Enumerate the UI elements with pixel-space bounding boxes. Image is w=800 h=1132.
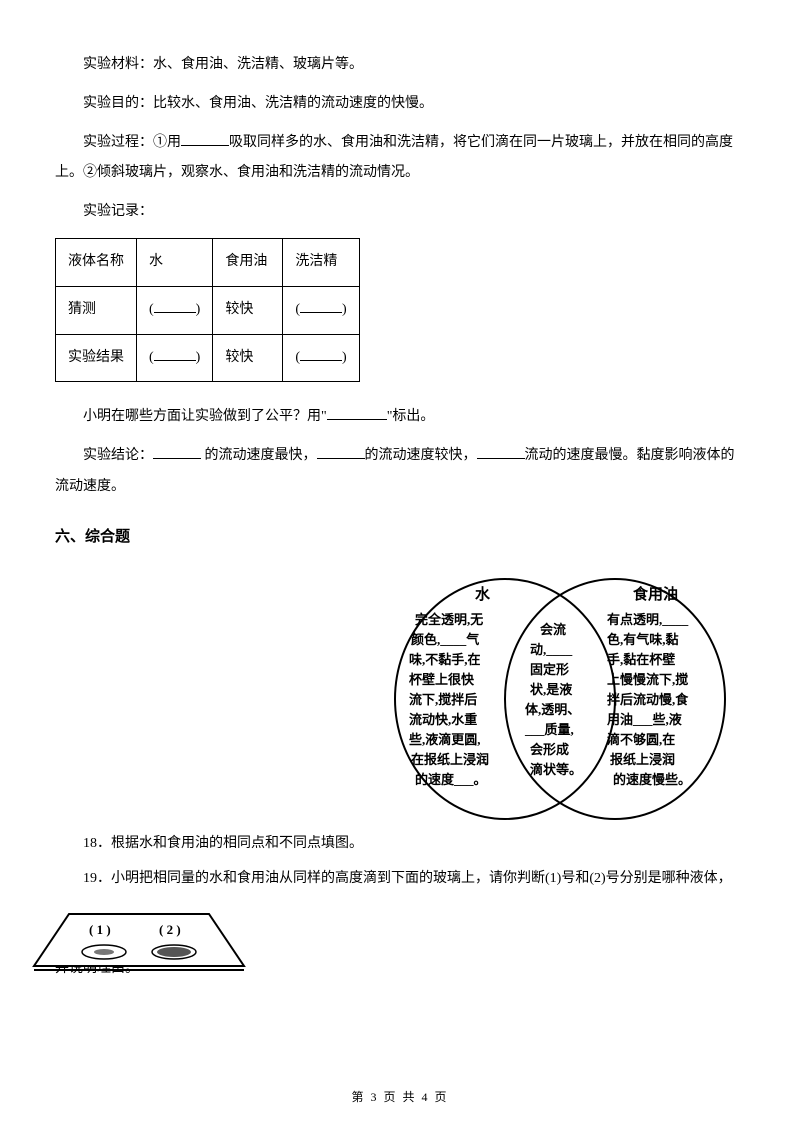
- svg-text:完全透明,无: 完全透明,无: [415, 612, 483, 627]
- svg-text:体,透明、: 体,透明、: [525, 702, 580, 717]
- section-6-title: 六、综合题: [55, 521, 745, 554]
- svg-text:动,____: 动,____: [530, 642, 573, 657]
- venn-container: 水 食用油 完全透明,无 颜色,____气 味,不黏手,在 杯壁上很快 流下,搅…: [55, 564, 745, 824]
- svg-text:色,有气味,黏: 色,有气味,黏: [607, 632, 679, 647]
- process-blank[interactable]: [181, 130, 229, 146]
- table-row: 猜测 () 较快 (): [56, 286, 360, 334]
- paren-close: ): [342, 302, 347, 317]
- svg-text:用油___些,液: 用油___些,液: [606, 712, 682, 727]
- svg-text:流下,搅拌后: 流下,搅拌后: [409, 692, 477, 707]
- table-header-row: 液体名称 水 食用油 洗洁精: [56, 238, 360, 286]
- cell-blank[interactable]: [154, 299, 196, 313]
- record-label: 实验记录：: [55, 197, 745, 228]
- fair-blank[interactable]: [327, 404, 387, 420]
- concl-prefix: 实验结论：: [83, 448, 153, 463]
- svg-text:固定形: 固定形: [530, 662, 569, 677]
- svg-text:滴状等。: 滴状等。: [530, 762, 582, 777]
- svg-text:颜色,____气: 颜色,____气: [411, 632, 479, 647]
- concl-p1: 的流动速度最快，: [201, 448, 317, 463]
- th-liquid: 液体名称: [56, 238, 137, 286]
- svg-text:会流: 会流: [540, 622, 566, 637]
- trap-n1: ( 1 ): [89, 922, 111, 937]
- fair-suffix: "标出。: [387, 409, 435, 424]
- trap-n2: ( 2 ): [159, 922, 181, 937]
- conclusion-text: 实验结论： 的流动速度最快，的流动速度较快，流动的速度最慢。黏度影响液体的流动速…: [55, 441, 745, 503]
- row-label: 猜测: [56, 286, 137, 334]
- svg-text:拌后流动慢,食: 拌后流动慢,食: [607, 692, 689, 707]
- venn-left-title: 水: [475, 585, 491, 603]
- trapezoid-figure: 并说明理由。 ( 1 ) ( 2 ): [55, 904, 745, 984]
- cell-blank[interactable]: [300, 299, 342, 313]
- cell-guess-det: (): [283, 286, 359, 334]
- cell-blank[interactable]: [154, 347, 196, 361]
- svg-text:有点透明,____: 有点透明,____: [607, 612, 689, 627]
- venn-left-text: 完全透明,无 颜色,____气 味,不黏手,在 杯壁上很快 流下,搅拌后 流动快…: [409, 612, 489, 787]
- svg-text:些,液滴更圆,: 些,液滴更圆,: [409, 732, 481, 747]
- page-footer: 第 3 页 共 4 页: [0, 1084, 800, 1110]
- purpose-text: 实验目的：比较水、食用油、洗洁精的流动速度的快慢。: [55, 89, 745, 120]
- svg-text:状,是液: 状,是液: [530, 682, 572, 697]
- fair-prefix: 小明在哪些方面让实验做到了公平？用": [83, 409, 327, 424]
- th-water: 水: [137, 238, 213, 286]
- cell-res-det: (): [283, 334, 359, 382]
- q19-text: 19．小明把相同量的水和食用油从同样的高度滴到下面的玻璃上，请你判断(1)号和(…: [55, 864, 745, 895]
- svg-text:杯壁上很快: 杯壁上很快: [409, 672, 475, 687]
- paren-close: ): [196, 302, 201, 317]
- svg-text:流动快,水重: 流动快,水重: [409, 712, 477, 727]
- table-row: 实验结果 () 较快 (): [56, 334, 360, 382]
- concl-blank-2[interactable]: [317, 443, 365, 459]
- paren-close: ): [196, 350, 201, 365]
- row-label: 实验结果: [56, 334, 137, 382]
- concl-blank-3[interactable]: [477, 443, 525, 459]
- th-detergent: 洗洁精: [283, 238, 359, 286]
- svg-text:报纸上浸润: 报纸上浸润: [610, 752, 675, 767]
- concl-p2: 的流动速度较快，: [365, 448, 477, 463]
- svg-text:在报纸上浸润: 在报纸上浸润: [411, 752, 489, 767]
- q18-text: 18．根据水和食用油的相同点和不同点填图。: [55, 829, 745, 860]
- venn-mid-text: 会流 动,____ 固定形 状,是液 体,透明、 ___质量, 会形成 滴状等。: [524, 622, 582, 777]
- svg-text:的速度___。: 的速度___。: [415, 772, 487, 787]
- materials-text: 实验材料：水、食用油、洗洁精、玻璃片等。: [55, 50, 745, 81]
- svg-text:的速度慢些。: 的速度慢些。: [613, 772, 691, 787]
- process-prefix: 实验过程：①用: [83, 135, 181, 150]
- process-text: 实验过程：①用吸取同样多的水、食用油和洗洁精，将它们滴在同一片玻璃上，并放在相同…: [55, 128, 745, 190]
- cell-res-oil: 较快: [213, 334, 283, 382]
- cell-guess-oil: 较快: [213, 286, 283, 334]
- svg-text:滴不够圆,在: 滴不够圆,在: [607, 732, 675, 747]
- fair-text: 小明在哪些方面让实验做到了公平？用" "标出。: [55, 402, 745, 433]
- venn-right-text: 有点透明,____ 色,有气味,黏 手,黏在杯壁 上慢慢流下,搅 拌后流动慢,食…: [606, 612, 691, 787]
- th-oil: 食用油: [213, 238, 283, 286]
- cell-blank[interactable]: [300, 347, 342, 361]
- svg-text:会形成: 会形成: [530, 742, 569, 757]
- svg-text:___质量,: ___质量,: [524, 722, 574, 737]
- paren-close: ): [342, 350, 347, 365]
- venn-diagram: 水 食用油 完全透明,无 颜色,____气 味,不黏手,在 杯壁上很快 流下,搅…: [375, 564, 745, 824]
- venn-right-title: 食用油: [633, 585, 678, 603]
- cell-guess-water: (): [137, 286, 213, 334]
- svg-text:手,黏在杯壁: 手,黏在杯壁: [607, 652, 675, 667]
- svg-text:上慢慢流下,搅: 上慢慢流下,搅: [607, 672, 688, 687]
- record-table: 液体名称 水 食用油 洗洁精 猜测 () 较快 () 实验结果 () 较快 (): [55, 238, 360, 382]
- svg-text:味,不黏手,在: 味,不黏手,在: [409, 652, 481, 667]
- cell-res-water: (): [137, 334, 213, 382]
- concl-blank-1[interactable]: [153, 443, 201, 459]
